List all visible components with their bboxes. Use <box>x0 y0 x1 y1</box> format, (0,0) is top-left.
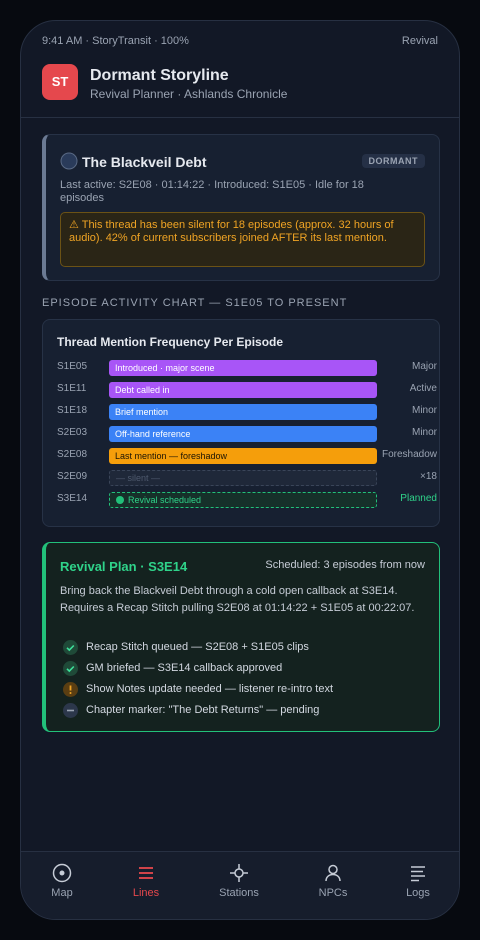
bar-label: Introduced · major scene <box>115 363 215 373</box>
divider <box>21 117 459 118</box>
thread-icon <box>60 152 78 170</box>
nav-icon <box>230 864 248 882</box>
pending-icon <box>63 703 78 718</box>
thread-card: The Blackveil Debt DORMANT Last active: … <box>42 134 440 281</box>
nav-icon <box>411 866 425 882</box>
row-tag: Planned <box>400 493 437 504</box>
bar-label: Off-hand reference <box>115 429 191 439</box>
activity-row: S1E18 Brief mention Minor <box>57 404 437 420</box>
row-tag: Active <box>409 383 437 394</box>
row-tag: ×18 <box>420 471 437 482</box>
nav-label: Lines <box>132 887 160 899</box>
status-dot <box>116 496 124 504</box>
checklist-text: Show Notes update needed — listener re-i… <box>86 683 334 695</box>
episode-label: S3E14 <box>57 493 88 504</box>
activity-row: S1E05 Introduced · major scene Major <box>57 360 437 376</box>
status-right: Revival <box>401 35 438 47</box>
activity-row: S1E11 Debt called in Active <box>57 382 437 398</box>
row-tag: Major <box>411 361 437 372</box>
nav-label: NPCs <box>318 887 348 899</box>
warning-box: ⚠ This thread has been silent for 18 epi… <box>60 212 425 267</box>
activity-bar: — silent — <box>109 470 377 486</box>
nav-label: Logs <box>406 887 430 899</box>
activity-title: Thread Mention Frequency Per Episode <box>57 335 284 349</box>
episode-label: S2E08 <box>57 449 88 460</box>
checklist-text: GM briefed — S3E14 callback approved <box>86 662 283 674</box>
episode-label: S2E03 <box>57 427 88 438</box>
episode-label: S2E09 <box>57 471 88 482</box>
nav-item[interactable]: Lines <box>111 851 181 899</box>
done-icon <box>63 640 78 655</box>
header-subtitle: Revival Planner · Ashlands Chronicle <box>90 87 288 101</box>
nav-label: Map <box>51 887 73 899</box>
nav-label: Stations <box>219 887 259 899</box>
activity-bar: Brief mention <box>109 404 377 420</box>
episode-label: S1E05 <box>57 361 88 372</box>
activity-bar: Revival scheduled <box>109 492 377 508</box>
checklist-text: Chapter marker: "The Debt Returns" — pen… <box>86 704 320 716</box>
activity-bar: Introduced · major scene <box>109 360 377 376</box>
bottom-nav <box>21 851 459 919</box>
nav-item[interactable]: Map <box>27 851 97 899</box>
nav-item[interactable]: NPCs <box>298 851 368 899</box>
thread-title: The Blackveil Debt <box>82 154 207 170</box>
row-tag: Foreshadow <box>381 449 437 460</box>
thread-meta: Last active: S2E08 · 01:14:22 · Introduc… <box>60 179 364 204</box>
activity-row: S2E09 — silent — ×18 <box>57 470 437 486</box>
activity-row: S2E08 Last mention — foreshadow Foreshadow <box>57 448 437 464</box>
episode-label: S1E11 <box>57 383 87 394</box>
status-left: 9:41 AM · StoryTransit · 100% <box>42 35 189 47</box>
activity-bar: Off-hand reference <box>109 426 377 442</box>
status-badge: DORMANT <box>361 154 425 168</box>
row-tag: Minor <box>411 405 437 416</box>
plan-body: Bring back the Blackveil Debt through a … <box>60 585 415 614</box>
done-icon <box>63 661 78 676</box>
plan-title: Revival Plan · S3E14 <box>60 559 188 574</box>
bar-label: — silent — <box>116 473 161 483</box>
bar-label: Revival scheduled <box>128 495 202 505</box>
section-label: EPISODE ACTIVITY CHART — S1E05 TO PRESEN… <box>42 297 348 309</box>
plan-card: Revival Plan · S3E14 Scheduled: 3 episod… <box>42 542 440 732</box>
bar-label: Debt called in <box>115 385 170 395</box>
episode-label: S1E18 <box>57 405 88 416</box>
nav-icon <box>139 867 153 879</box>
activity-row: S2E03 Off-hand reference Minor <box>57 426 437 442</box>
nav-icon <box>52 863 72 883</box>
bar-label: Last mention — foreshadow <box>115 451 228 461</box>
activity-card: Thread Mention Frequency Per Episode S1E… <box>42 319 440 527</box>
nav-item[interactable]: Stations <box>204 851 274 899</box>
checklist-text: Recap Stitch queued — S2E08 + S1E05 clip… <box>86 641 309 653</box>
nav-icon <box>325 864 341 882</box>
phone-frame: 9:41 AM · StoryTransit · 100% Revival ST… <box>20 20 460 920</box>
app-logo: ST <box>42 64 78 100</box>
activity-bar: Last mention — foreshadow <box>109 448 377 464</box>
row-tag: Minor <box>411 427 437 438</box>
plan-scheduled: Scheduled: 3 episodes from now <box>265 559 425 571</box>
header-title: Dormant Storyline <box>90 67 229 84</box>
activity-row: S3E14 Revival scheduled Planned <box>57 492 437 508</box>
activity-bar: Debt called in <box>109 382 377 398</box>
warn-icon <box>63 682 78 697</box>
bar-label: Brief mention <box>115 407 169 417</box>
nav-item[interactable]: Logs <box>383 851 453 899</box>
